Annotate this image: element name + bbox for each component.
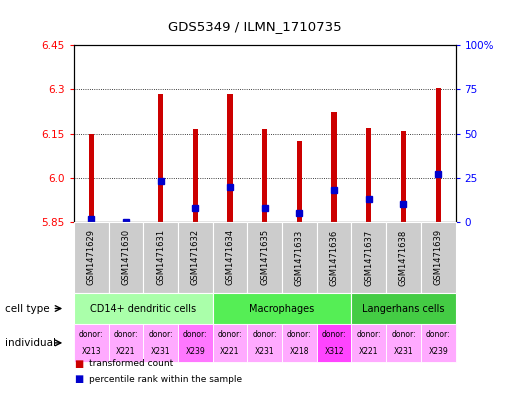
Bar — [317, 222, 351, 293]
Text: X312: X312 — [324, 347, 344, 356]
Bar — [386, 222, 421, 293]
Text: GSM1471637: GSM1471637 — [364, 229, 373, 286]
Text: donor:: donor: — [322, 330, 347, 339]
Text: donor:: donor: — [148, 330, 173, 339]
Text: donor:: donor: — [183, 330, 208, 339]
Text: X239: X239 — [185, 347, 205, 356]
Bar — [421, 222, 456, 293]
Text: X221: X221 — [359, 347, 379, 356]
Text: X218: X218 — [290, 347, 309, 356]
Text: ■: ■ — [74, 358, 83, 369]
Bar — [178, 222, 213, 293]
Bar — [436, 88, 441, 222]
Bar — [351, 324, 386, 362]
Text: Macrophages: Macrophages — [249, 303, 315, 314]
Bar — [213, 324, 247, 362]
Text: X231: X231 — [393, 347, 413, 356]
Bar — [366, 128, 372, 222]
Bar — [228, 94, 233, 222]
Text: ■: ■ — [74, 374, 83, 384]
Text: transformed count: transformed count — [89, 359, 174, 368]
Text: GSM1471631: GSM1471631 — [156, 230, 165, 285]
Bar — [317, 324, 351, 362]
Text: X231: X231 — [151, 347, 171, 356]
Bar — [262, 129, 267, 222]
Text: donor:: donor: — [252, 330, 277, 339]
Bar — [89, 134, 94, 222]
Text: X231: X231 — [255, 347, 274, 356]
Bar — [331, 112, 336, 222]
Text: donor:: donor: — [79, 330, 103, 339]
Text: GSM1471630: GSM1471630 — [121, 230, 130, 285]
Text: X239: X239 — [429, 347, 448, 356]
Bar — [193, 129, 198, 222]
Text: GSM1471633: GSM1471633 — [295, 229, 304, 286]
Text: X221: X221 — [116, 347, 135, 356]
Text: GSM1471632: GSM1471632 — [191, 230, 200, 285]
Text: GSM1471638: GSM1471638 — [399, 229, 408, 286]
Text: GSM1471636: GSM1471636 — [330, 229, 338, 286]
Text: GDS5349 / ILMN_1710735: GDS5349 / ILMN_1710735 — [167, 20, 342, 33]
Text: donor:: donor: — [218, 330, 242, 339]
Text: Langerhans cells: Langerhans cells — [362, 303, 445, 314]
Bar — [74, 222, 108, 293]
Bar — [247, 324, 282, 362]
Text: donor:: donor: — [356, 330, 381, 339]
Text: cell type: cell type — [5, 303, 50, 314]
Bar — [247, 222, 282, 293]
Text: donor:: donor: — [287, 330, 312, 339]
Bar — [123, 220, 128, 222]
Text: GSM1471635: GSM1471635 — [260, 230, 269, 285]
Bar — [351, 293, 456, 324]
Bar — [178, 324, 213, 362]
Bar — [351, 222, 386, 293]
Bar — [421, 324, 456, 362]
Text: X221: X221 — [220, 347, 240, 356]
Bar — [282, 324, 317, 362]
Bar — [108, 222, 143, 293]
Bar — [213, 222, 247, 293]
Text: GSM1471634: GSM1471634 — [225, 230, 235, 285]
Bar — [143, 222, 178, 293]
Text: percentile rank within the sample: percentile rank within the sample — [89, 375, 242, 384]
Text: X213: X213 — [81, 347, 101, 356]
Bar — [108, 324, 143, 362]
Bar — [401, 130, 406, 222]
Bar — [143, 324, 178, 362]
Text: donor:: donor: — [426, 330, 450, 339]
Text: individual: individual — [5, 338, 56, 348]
Text: GSM1471639: GSM1471639 — [434, 230, 443, 285]
Text: CD14+ dendritic cells: CD14+ dendritic cells — [90, 303, 196, 314]
Bar — [297, 141, 302, 222]
Bar — [74, 293, 213, 324]
Text: donor:: donor: — [391, 330, 416, 339]
Bar — [282, 222, 317, 293]
Bar — [158, 94, 163, 222]
Bar — [74, 324, 108, 362]
Text: GSM1471629: GSM1471629 — [87, 230, 96, 285]
Text: donor:: donor: — [114, 330, 138, 339]
Bar — [386, 324, 421, 362]
Bar — [213, 293, 351, 324]
